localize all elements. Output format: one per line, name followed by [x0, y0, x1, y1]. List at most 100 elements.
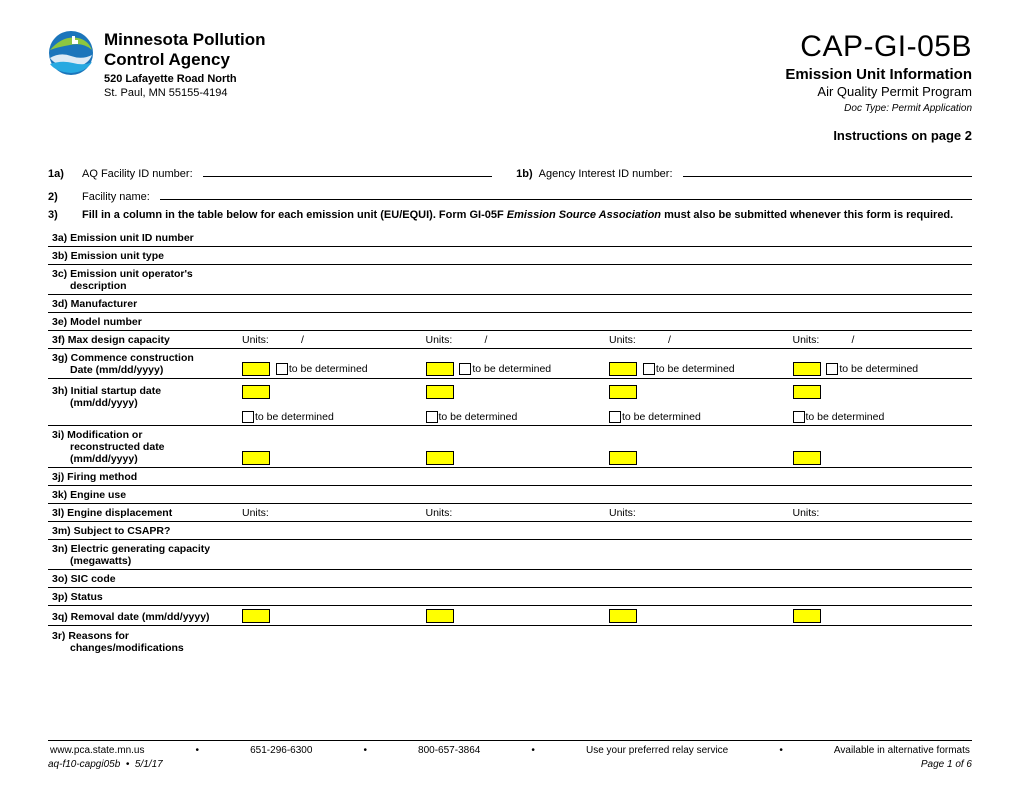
cell[interactable] [605, 265, 789, 295]
cell[interactable] [789, 265, 973, 295]
input-facility-id[interactable] [203, 163, 492, 177]
date-field-highlight[interactable] [426, 609, 454, 623]
cell[interactable] [238, 313, 422, 331]
cell[interactable] [789, 295, 973, 313]
cell[interactable] [238, 486, 422, 504]
cell[interactable] [605, 468, 789, 486]
cell[interactable] [789, 486, 973, 504]
tbd-checkbox[interactable] [793, 411, 805, 423]
input-agency-interest-id[interactable] [683, 163, 972, 177]
cell-units[interactable]: Units: / [422, 331, 606, 349]
cell[interactable] [789, 570, 973, 588]
cell[interactable] [789, 588, 973, 606]
cell-date-tbd[interactable]: to be determined [605, 349, 789, 379]
cell[interactable] [605, 540, 789, 570]
date-field-highlight[interactable] [242, 385, 270, 399]
date-field-highlight[interactable] [426, 451, 454, 465]
date-field-highlight[interactable] [793, 362, 821, 376]
cell[interactable] [605, 570, 789, 588]
cell[interactable] [422, 468, 606, 486]
tbd-checkbox[interactable] [276, 363, 288, 375]
cell[interactable] [238, 295, 422, 313]
cell[interactable] [422, 588, 606, 606]
date-field-highlight[interactable] [242, 451, 270, 465]
cell[interactable] [605, 522, 789, 540]
date-field-highlight[interactable] [609, 362, 637, 376]
cell-date-tbd[interactable]: to be determined [789, 379, 973, 426]
cell[interactable] [789, 247, 973, 265]
cell[interactable] [422, 295, 606, 313]
date-field-highlight[interactable] [793, 385, 821, 399]
cell[interactable] [238, 265, 422, 295]
cell[interactable] [422, 265, 606, 295]
date-field-highlight[interactable] [242, 362, 270, 376]
date-field-highlight[interactable] [793, 451, 821, 465]
cell[interactable] [422, 247, 606, 265]
cell[interactable] [422, 626, 606, 656]
tbd-checkbox[interactable] [426, 411, 438, 423]
cell-date[interactable] [605, 426, 789, 468]
date-field-highlight[interactable] [609, 609, 637, 623]
date-field-highlight[interactable] [793, 609, 821, 623]
cell-date-tbd[interactable]: to be determined [422, 379, 606, 426]
cell[interactable] [605, 295, 789, 313]
cell[interactable] [238, 522, 422, 540]
cell-date-tbd[interactable]: to be determined [238, 379, 422, 426]
cell-date[interactable] [605, 606, 789, 626]
cell[interactable] [238, 626, 422, 656]
cell-date-tbd[interactable]: to be determined [789, 349, 973, 379]
cell[interactable] [422, 486, 606, 504]
tbd-checkbox[interactable] [609, 411, 621, 423]
date-field-highlight[interactable] [609, 385, 637, 399]
cell-units[interactable]: Units: [422, 504, 606, 522]
cell[interactable] [422, 229, 606, 247]
cell-date[interactable] [422, 426, 606, 468]
cell[interactable] [422, 540, 606, 570]
cell[interactable] [789, 468, 973, 486]
cell[interactable] [605, 247, 789, 265]
date-field-highlight[interactable] [609, 451, 637, 465]
cell[interactable] [238, 540, 422, 570]
date-field-highlight[interactable] [426, 362, 454, 376]
cell[interactable] [238, 588, 422, 606]
cell[interactable] [789, 522, 973, 540]
cell-units[interactable]: Units: [605, 504, 789, 522]
tbd-checkbox[interactable] [826, 363, 838, 375]
tbd-checkbox[interactable] [242, 411, 254, 423]
cell[interactable] [422, 570, 606, 588]
cell[interactable] [605, 626, 789, 656]
tbd-checkbox[interactable] [459, 363, 471, 375]
cell-units[interactable]: Units: / [789, 331, 973, 349]
cell[interactable] [605, 486, 789, 504]
input-facility-name[interactable] [160, 186, 972, 200]
cell[interactable] [789, 313, 973, 331]
cell[interactable] [422, 313, 606, 331]
cell[interactable] [605, 313, 789, 331]
cell-units[interactable]: Units: / [605, 331, 789, 349]
cell[interactable] [238, 229, 422, 247]
cell[interactable] [422, 522, 606, 540]
tbd-checkbox[interactable] [643, 363, 655, 375]
cell[interactable] [238, 570, 422, 588]
cell-date[interactable] [789, 426, 973, 468]
date-field-highlight[interactable] [242, 609, 270, 623]
row-3r: 3r) Reasons forchanges/modifications [48, 626, 972, 656]
cell[interactable] [789, 540, 973, 570]
cell-date-tbd[interactable]: to be determined [238, 349, 422, 379]
cell-date[interactable] [789, 606, 973, 626]
cell-units[interactable]: Units: [789, 504, 973, 522]
cell[interactable] [789, 626, 973, 656]
cell-date-tbd[interactable]: to be determined [605, 379, 789, 426]
cell-date-tbd[interactable]: to be determined [422, 349, 606, 379]
cell[interactable] [238, 468, 422, 486]
cell[interactable] [605, 588, 789, 606]
cell[interactable] [789, 229, 973, 247]
cell[interactable] [238, 247, 422, 265]
cell-units[interactable]: Units: / [238, 331, 422, 349]
cell-date[interactable] [238, 606, 422, 626]
cell-date[interactable] [422, 606, 606, 626]
cell-units[interactable]: Units: [238, 504, 422, 522]
cell[interactable] [605, 229, 789, 247]
cell-date[interactable] [238, 426, 422, 468]
date-field-highlight[interactable] [426, 385, 454, 399]
